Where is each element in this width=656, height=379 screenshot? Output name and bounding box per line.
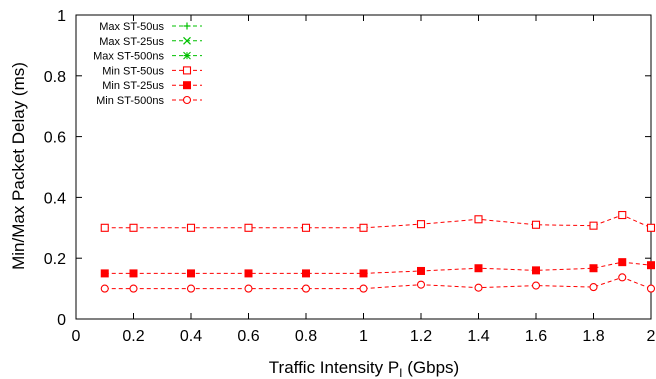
legend-label: Max ST-50us — [99, 21, 164, 33]
data-point — [531, 220, 541, 229]
x-tick-label: 1.6 — [525, 328, 547, 345]
data-point — [531, 281, 541, 290]
data-point — [532, 266, 540, 275]
data-point — [187, 269, 195, 278]
data-point — [474, 215, 483, 224]
legend-label: Max ST-25us — [99, 36, 164, 48]
y-tick-label: 0.4 — [44, 190, 66, 207]
data-point — [474, 283, 483, 292]
data-point — [129, 284, 138, 293]
x-tick-label: 0.8 — [295, 328, 317, 345]
legend-label: Min ST-500ns — [96, 95, 164, 107]
y-tick-label: 0 — [57, 312, 66, 329]
series-4 — [100, 258, 655, 278]
data-point — [359, 223, 368, 232]
legend-label: Min ST-25us — [102, 80, 164, 92]
legend-entry: Max ST-50us — [99, 21, 202, 33]
series-line — [104, 261, 652, 274]
series-line — [104, 276, 652, 290]
data-point — [618, 210, 627, 220]
x-tick-label: 1.8 — [582, 328, 604, 345]
x-axis-label: Traffic Intensity PI (Gbps) — [269, 358, 459, 379]
x-tick-label: 0.6 — [237, 328, 259, 345]
legend-marker — [183, 51, 191, 60]
x-tick-label: 1 — [359, 328, 368, 345]
legend-entry: Min ST-50us — [102, 65, 202, 77]
data-point — [416, 280, 426, 289]
legend-marker — [183, 22, 191, 30]
y-axis-label: Min/Max Packet Delay (ms) — [9, 62, 28, 270]
legend-entry: Min ST-25us — [102, 80, 202, 92]
legend-entry: Max ST-500ns — [93, 51, 202, 63]
data-point — [646, 284, 656, 293]
data-point — [244, 269, 253, 278]
data-point — [359, 284, 368, 293]
data-point — [301, 223, 311, 232]
y-tick-label: 0.6 — [44, 130, 66, 147]
data-point — [186, 284, 196, 293]
legend-label: Max ST-500ns — [93, 51, 164, 63]
x-tick-label: 1.4 — [467, 328, 489, 345]
data-point — [647, 261, 655, 270]
legend-marker — [182, 95, 192, 105]
x-tick-label: 0.4 — [180, 328, 202, 345]
data-point — [100, 223, 109, 232]
data-point — [618, 273, 627, 282]
x-tick-label: 2 — [647, 328, 656, 345]
series-5 — [100, 273, 656, 293]
series-line — [104, 214, 652, 229]
legend-marker — [183, 36, 191, 45]
data-point — [618, 258, 627, 267]
data-point — [244, 223, 253, 232]
y-tick-label: 0.8 — [44, 69, 66, 86]
data-point — [646, 223, 656, 232]
data-point — [359, 269, 368, 278]
data-point — [129, 269, 138, 278]
data-point — [589, 221, 598, 230]
data-point — [186, 223, 196, 232]
data-point — [244, 284, 253, 293]
data-point — [100, 269, 109, 278]
legend-label: Min ST-50us — [102, 65, 164, 77]
data-point — [302, 269, 310, 278]
legend-entry: Max ST-25us — [99, 36, 202, 48]
legend-marker — [182, 66, 192, 75]
y-tick-label: 1 — [57, 8, 66, 25]
data-point — [417, 266, 425, 275]
x-tick-label: 1.2 — [410, 328, 432, 345]
y-tick-label: 0.2 — [44, 251, 66, 268]
legend-marker — [183, 81, 191, 90]
x-tick-label: 0.2 — [122, 328, 144, 345]
data-point — [301, 284, 311, 293]
x-tick-label: 0 — [72, 328, 81, 345]
legend-entry: Min ST-500ns — [96, 95, 202, 107]
data-point — [589, 264, 598, 273]
data-point — [416, 220, 426, 229]
data-point — [474, 264, 483, 273]
data-point — [589, 283, 598, 292]
series-3 — [100, 210, 656, 232]
data-point — [100, 284, 109, 293]
data-point — [129, 223, 138, 232]
